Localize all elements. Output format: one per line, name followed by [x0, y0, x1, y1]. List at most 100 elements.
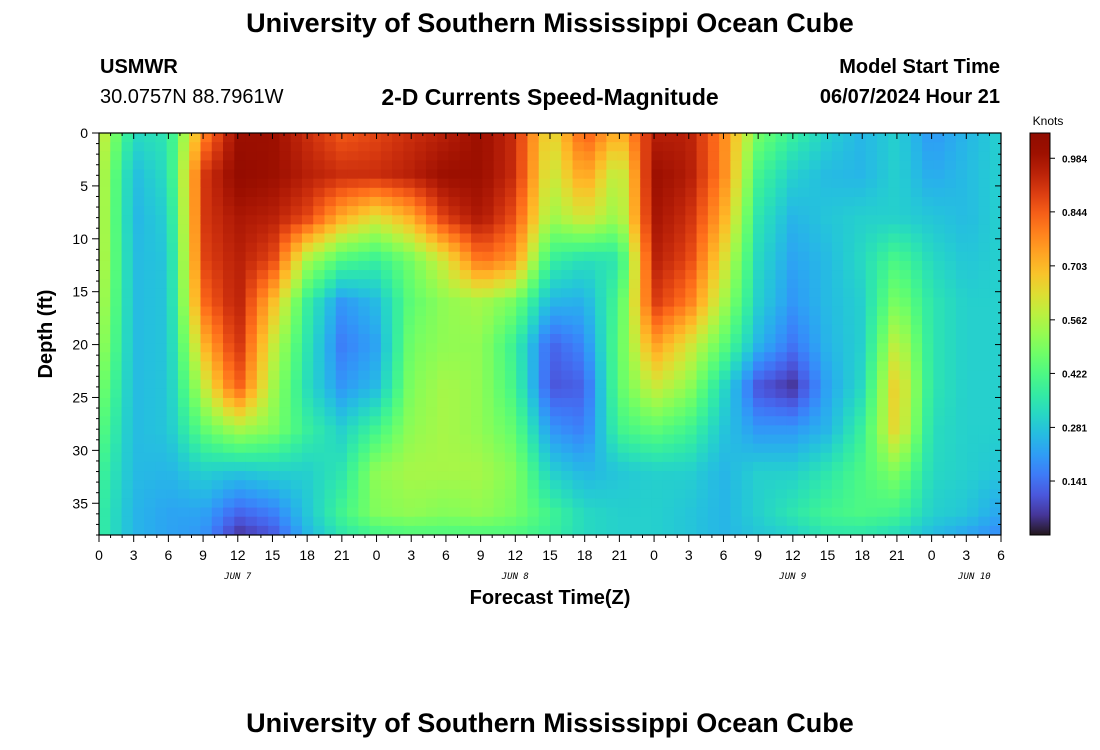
heatmap-cell [730, 215, 743, 225]
heatmap-cell [155, 507, 168, 518]
heatmap-cell [595, 434, 607, 445]
heatmap-cell [719, 169, 732, 180]
heatmap-cell [978, 306, 991, 317]
heatmap-cell [482, 498, 495, 509]
heatmap-cell [786, 270, 799, 280]
heatmap-cell [335, 288, 348, 299]
heatmap-cell [538, 361, 551, 372]
heatmap-cell [166, 133, 179, 143]
heatmap-cell [955, 196, 968, 207]
heatmap-cell [392, 196, 405, 207]
heatmap-cell [290, 397, 303, 408]
heatmap-cell [144, 187, 156, 198]
heatmap-cell [448, 361, 461, 372]
heatmap-cell [752, 297, 765, 308]
heatmap-cell [764, 279, 777, 289]
heatmap-cell [493, 352, 506, 363]
heatmap-cell [764, 233, 777, 244]
heatmap-cell [820, 471, 833, 481]
heatmap-cell [110, 251, 123, 262]
heatmap-cell [437, 397, 450, 408]
heatmap-cell [256, 178, 269, 189]
heatmap-cell [989, 196, 1001, 207]
colorbar-tick-label: 0.844 [1062, 208, 1087, 219]
heatmap-cell [200, 434, 213, 445]
y-tick-label: 5 [80, 178, 88, 194]
heatmap-cell [730, 452, 743, 463]
heatmap-cell [606, 388, 619, 399]
heatmap-cell [313, 461, 326, 472]
heatmap-cell [741, 169, 754, 180]
heatmap-cell [888, 270, 901, 280]
heatmap-cell [550, 187, 562, 198]
heatmap-cell [268, 196, 280, 207]
heatmap-cell [854, 133, 867, 143]
heatmap-cell [144, 242, 156, 253]
heatmap-cell [707, 224, 720, 235]
heatmap-cell [820, 151, 833, 162]
heatmap-cell [99, 489, 111, 500]
heatmap-cell [944, 407, 957, 417]
heatmap-cell [256, 142, 269, 152]
heatmap-cell [989, 160, 1001, 171]
heatmap-cell [256, 443, 269, 454]
x-tick-label: 15 [820, 547, 836, 563]
heatmap-cell [595, 379, 607, 390]
heatmap-cell [752, 489, 765, 500]
heatmap-cell [380, 407, 393, 417]
heatmap-cell [301, 334, 314, 344]
heatmap-cell [798, 498, 810, 509]
heatmap-cell [628, 507, 641, 518]
heatmap-cell [403, 425, 416, 436]
heatmap-cell [200, 215, 213, 225]
heatmap-cell [707, 233, 720, 244]
heatmap-cell [448, 507, 461, 518]
heatmap-cell [493, 270, 506, 280]
heatmap-cell [707, 315, 720, 326]
heatmap-cell [369, 196, 382, 207]
heatmap-cell [516, 196, 529, 207]
heatmap-cell [786, 251, 799, 262]
heatmap-cell [764, 306, 777, 317]
heatmap-cell [775, 361, 788, 372]
heatmap-cell [831, 434, 844, 445]
heatmap-cell [268, 334, 280, 344]
heatmap-cell [223, 242, 235, 253]
heatmap-cell [516, 443, 529, 454]
heatmap-cell [121, 388, 134, 399]
heatmap-cell [403, 142, 416, 152]
heatmap-cell [189, 306, 202, 317]
heatmap-cell [313, 352, 326, 363]
heatmap-cell [144, 443, 156, 454]
heatmap-cell [628, 489, 641, 500]
heatmap-cell [865, 206, 878, 216]
heatmap-cell [459, 251, 472, 262]
heatmap-cell [843, 388, 856, 399]
heatmap-cell [189, 288, 202, 299]
heatmap-cell [189, 361, 202, 372]
heatmap-cell [685, 416, 698, 426]
heatmap-cell [719, 151, 732, 162]
heatmap-cell [245, 471, 258, 481]
heatmap-cell [448, 407, 461, 417]
heatmap-cell [392, 379, 405, 390]
heatmap-cell [628, 206, 641, 216]
heatmap-cell [144, 160, 156, 171]
heatmap-cell [786, 471, 799, 481]
heatmap-cell [403, 324, 416, 335]
heatmap-cell [245, 461, 258, 472]
heatmap-cell [674, 498, 686, 509]
heatmap-cell [132, 507, 145, 518]
heatmap-cell [504, 260, 517, 271]
heatmap-cell [775, 151, 788, 162]
heatmap-cell [831, 306, 844, 317]
heatmap-cell [504, 215, 517, 225]
heatmap-cell [764, 471, 777, 481]
heatmap-cell [234, 507, 247, 518]
heatmap-cell [967, 416, 980, 426]
heatmap-cell [561, 160, 574, 171]
heatmap-cell [809, 288, 822, 299]
heatmap-cell [448, 242, 461, 253]
heatmap-cell [876, 142, 889, 152]
heatmap-cell [640, 443, 653, 454]
